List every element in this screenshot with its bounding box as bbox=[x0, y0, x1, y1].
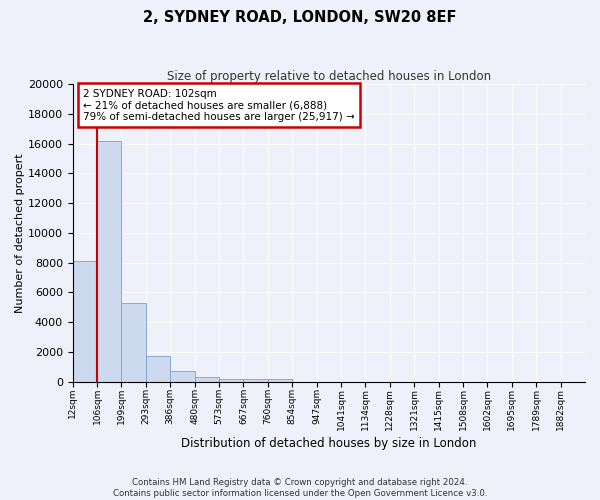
Bar bbox=[146, 356, 170, 382]
X-axis label: Distribution of detached houses by size in London: Distribution of detached houses by size … bbox=[181, 437, 476, 450]
Bar bbox=[121, 303, 146, 382]
Bar bbox=[170, 372, 194, 382]
Bar bbox=[244, 378, 268, 382]
Bar bbox=[97, 140, 121, 382]
Y-axis label: Number of detached propert: Number of detached propert bbox=[15, 153, 25, 312]
Bar bbox=[268, 380, 292, 382]
Title: Size of property relative to detached houses in London: Size of property relative to detached ho… bbox=[167, 70, 491, 83]
Bar bbox=[194, 377, 219, 382]
Bar bbox=[73, 261, 97, 382]
Text: 2 SYDNEY ROAD: 102sqm
← 21% of detached houses are smaller (6,888)
79% of semi-d: 2 SYDNEY ROAD: 102sqm ← 21% of detached … bbox=[83, 88, 355, 122]
Text: Contains HM Land Registry data © Crown copyright and database right 2024.
Contai: Contains HM Land Registry data © Crown c… bbox=[113, 478, 487, 498]
Text: 2, SYDNEY ROAD, LONDON, SW20 8EF: 2, SYDNEY ROAD, LONDON, SW20 8EF bbox=[143, 10, 457, 25]
Bar bbox=[219, 378, 244, 382]
